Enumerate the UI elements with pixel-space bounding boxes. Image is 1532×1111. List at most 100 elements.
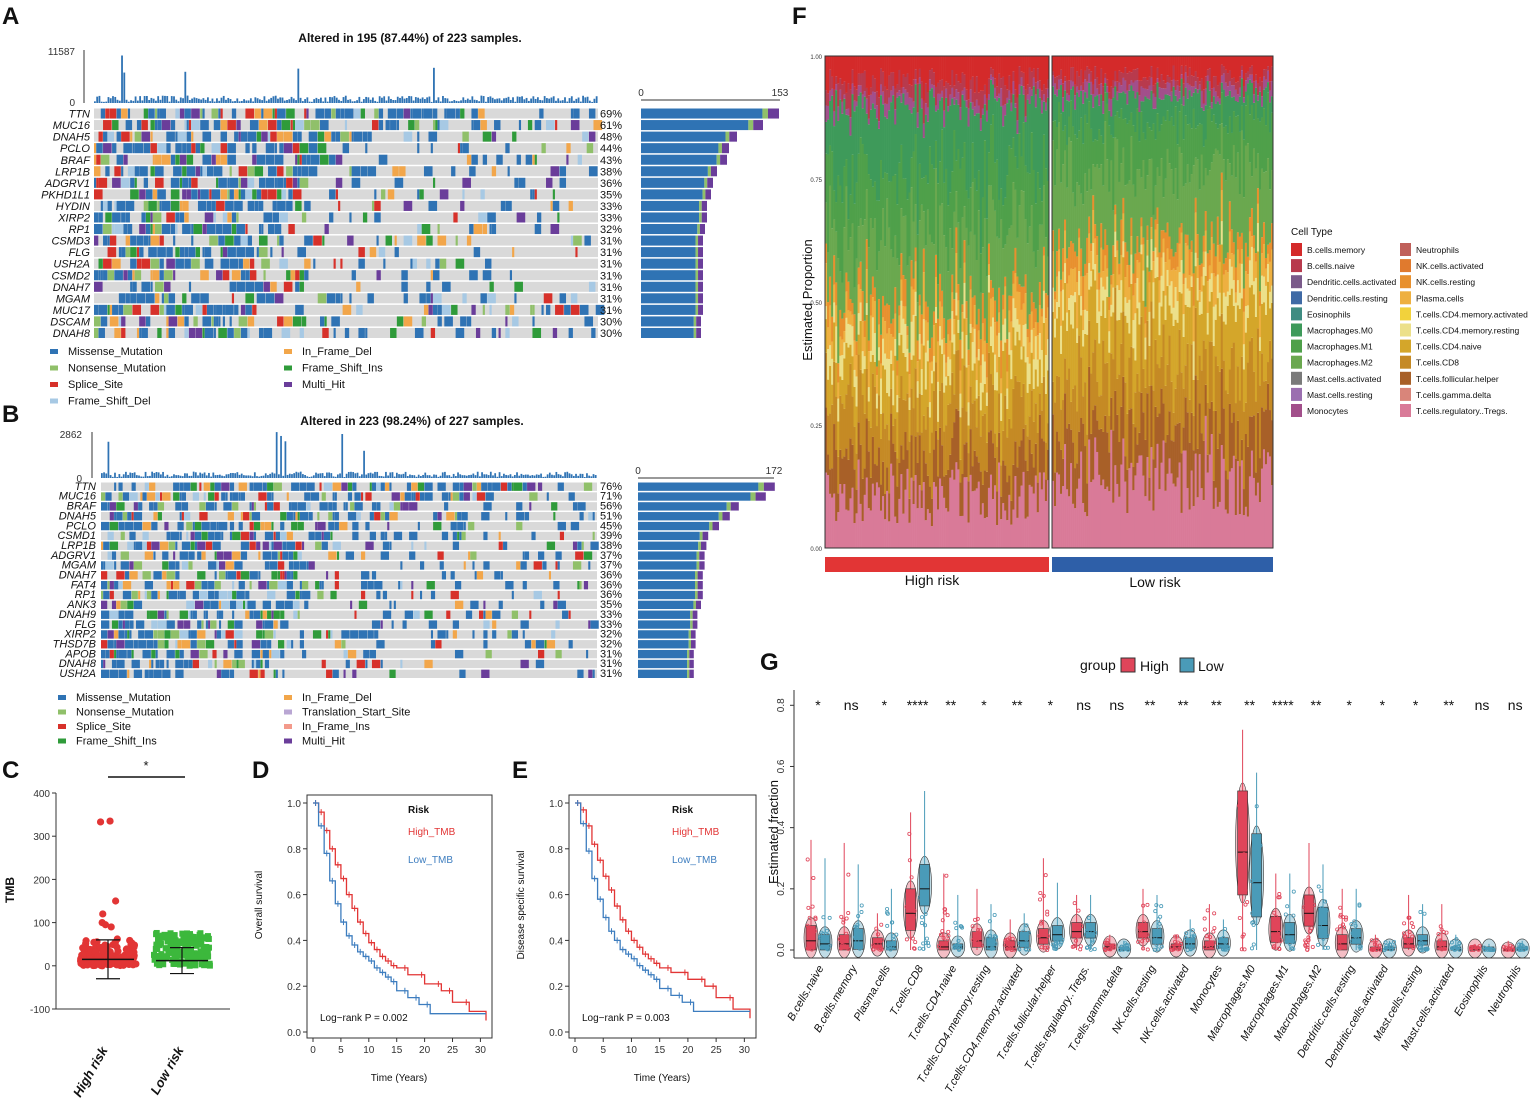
stacked-bar-high bbox=[863, 91, 867, 97]
tmb-point-high bbox=[106, 817, 114, 825]
stacked-bar-high bbox=[1036, 432, 1040, 483]
oncoplot-cell bbox=[103, 541, 110, 550]
stacked-bar-low bbox=[1128, 71, 1131, 85]
oncoplot-cell bbox=[546, 640, 556, 649]
oncoplot-cell bbox=[227, 247, 236, 258]
oncoplot-cell bbox=[516, 154, 521, 165]
stacked-ytick-label: 0.75 bbox=[810, 178, 822, 184]
tmb-point-low bbox=[157, 933, 164, 940]
oncoplot-cell bbox=[240, 304, 246, 315]
gene-label: DNAH5 bbox=[59, 510, 97, 522]
stacked-bar-low bbox=[1148, 76, 1151, 86]
stacked-bar-high bbox=[947, 319, 950, 335]
stacked-bar-high bbox=[867, 508, 871, 548]
oncoplot-cell bbox=[118, 669, 127, 678]
oncoplot-cell bbox=[220, 120, 228, 131]
oncoplot-cell bbox=[308, 166, 318, 177]
stacked-bar-high bbox=[918, 83, 922, 164]
top-histogram-bar bbox=[444, 98, 447, 103]
oncoplot-cell bbox=[114, 512, 117, 521]
stacked-bar-low bbox=[1054, 506, 1057, 548]
top-histogram-bar bbox=[271, 472, 274, 478]
oncoplot-cell bbox=[568, 327, 573, 338]
top-histogram-bar bbox=[489, 471, 492, 478]
tmb-point-low bbox=[191, 940, 198, 947]
top-histogram-bar bbox=[313, 99, 316, 103]
oncoplot-cell bbox=[216, 270, 223, 281]
stacked-bar-high bbox=[965, 477, 968, 548]
stacked-bar-high bbox=[898, 397, 901, 464]
top-histogram-bar bbox=[406, 475, 409, 478]
oncoplot-cell bbox=[481, 669, 490, 678]
oncoplot-cell bbox=[227, 177, 230, 188]
stacked-bar-low bbox=[1090, 433, 1093, 482]
stacked-bar-high bbox=[985, 56, 989, 99]
stacked-bar-low bbox=[1140, 101, 1143, 112]
stacked-bar-low bbox=[1076, 71, 1079, 87]
oncoplot-cell bbox=[164, 630, 171, 639]
oncoplot-cell bbox=[335, 177, 343, 188]
stacked-bar-high bbox=[1026, 336, 1029, 358]
top-histogram-bar bbox=[326, 101, 329, 103]
stacked-bar-low bbox=[1060, 85, 1063, 114]
top-histogram-bar bbox=[586, 96, 589, 103]
top-histogram-bar bbox=[339, 473, 341, 478]
stacked-bar-high bbox=[908, 397, 911, 410]
stacked-bar-high bbox=[924, 463, 928, 521]
stacked-bar-high bbox=[861, 291, 864, 322]
top-histogram-bar bbox=[243, 475, 245, 478]
top-histogram-bar bbox=[514, 101, 517, 103]
oncoplot-cell bbox=[267, 610, 272, 619]
oncoplot-cell bbox=[572, 502, 578, 511]
oncoplot-cell bbox=[205, 610, 208, 619]
stacked-bar-high bbox=[847, 281, 850, 311]
oncoplot-cell bbox=[507, 630, 512, 639]
oncoplot-cell bbox=[376, 640, 385, 649]
top-histogram-bar bbox=[378, 96, 381, 103]
tmb-point-low bbox=[204, 953, 211, 960]
top-histogram-bar bbox=[356, 100, 358, 103]
oncoplot-cell bbox=[94, 177, 97, 188]
right-bar-missense bbox=[641, 316, 694, 327]
stacked-bar-high bbox=[849, 194, 852, 238]
stacked-bar-high bbox=[825, 352, 828, 408]
stacked-bar-low bbox=[1130, 136, 1133, 218]
top-histogram-bar bbox=[564, 97, 566, 103]
oncoplot-cell bbox=[155, 659, 160, 669]
stacked-bar-high bbox=[920, 108, 924, 179]
stacked-bar-high bbox=[1030, 132, 1034, 206]
oncoplot-cell bbox=[166, 247, 173, 258]
legend-label: In_Frame_Ins bbox=[302, 721, 370, 733]
oncoplot-cell bbox=[231, 212, 237, 223]
stacked-bar-low bbox=[1150, 239, 1153, 271]
oncoplot-cell bbox=[264, 521, 272, 531]
oncoplot-cell bbox=[340, 293, 343, 304]
oncoplot-cell bbox=[205, 541, 213, 550]
stacked-bar-high bbox=[981, 197, 985, 248]
oncoplot-cell bbox=[232, 610, 235, 619]
stacked-bar-high bbox=[1036, 250, 1040, 323]
oncoplot-row-background bbox=[101, 600, 597, 610]
stacked-bar-high bbox=[845, 291, 848, 318]
stacked-bar-low bbox=[1096, 95, 1099, 141]
oncoplot-row-background bbox=[101, 581, 597, 590]
oncoplot-cell bbox=[263, 270, 266, 281]
stacked-bar-high bbox=[847, 347, 850, 385]
stacked-bar-low bbox=[1066, 80, 1069, 94]
stacked-bar-high bbox=[969, 289, 972, 324]
stacked-bar-high bbox=[831, 341, 834, 359]
legend-swatch bbox=[58, 695, 66, 700]
stacked-bar-high bbox=[1028, 67, 1031, 88]
oncoplot-cell bbox=[546, 177, 553, 188]
stacked-bar-high bbox=[1046, 180, 1050, 257]
oncoplot-cell bbox=[227, 512, 234, 521]
stacked-bar-low bbox=[1154, 278, 1157, 340]
top-histogram-bar bbox=[516, 472, 518, 478]
oncoplot-cell bbox=[320, 316, 325, 327]
top-histogram-bar bbox=[548, 472, 551, 478]
stacked-bar-low bbox=[1146, 56, 1149, 81]
oncoplot-cell bbox=[118, 649, 127, 659]
oncoplot-cell bbox=[245, 224, 248, 235]
stacked-bar-high bbox=[900, 56, 903, 88]
oncoplot-cell bbox=[236, 600, 243, 610]
